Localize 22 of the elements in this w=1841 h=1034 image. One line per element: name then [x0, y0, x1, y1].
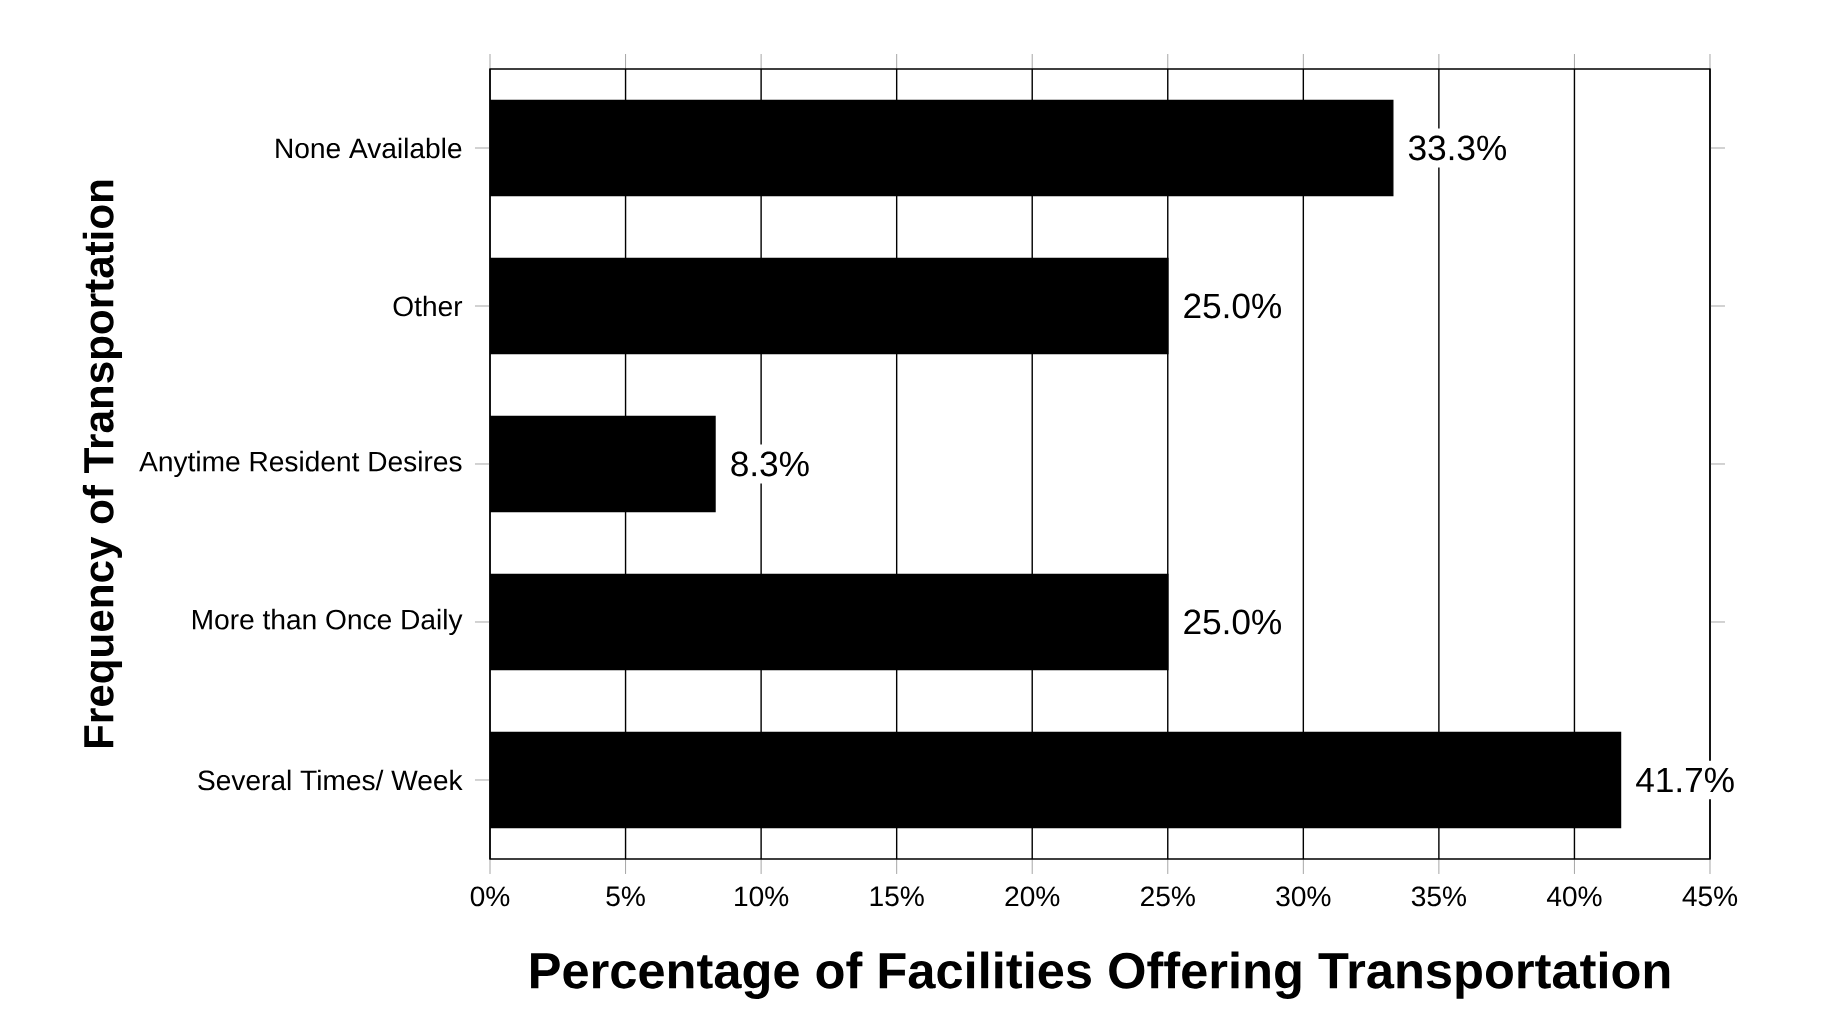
- y-tick-label: Anytime Resident Desires: [139, 450, 462, 478]
- y-tick-label: Other: [393, 295, 463, 317]
- data-label: 41.7%: [1636, 767, 1734, 793]
- x-tick-label: 45%: [1682, 886, 1738, 907]
- y-tick-label: More than Once Daily: [192, 608, 463, 636]
- x-tick-label: 20%: [1005, 886, 1060, 907]
- y-axis-title: Frequency of Transportation: [82, 180, 123, 748]
- x-tick-label: 10%: [735, 886, 789, 907]
- x-tick-label: 25%: [1141, 886, 1195, 907]
- x-tick-label: 15%: [870, 886, 924, 907]
- x-axis-title: Percentage of Facilities Offering Transportation: [531, 951, 1670, 999]
- data-label: 33.3%: [1408, 135, 1506, 161]
- data-label: 25.0%: [1184, 609, 1281, 635]
- x-tick-label: 40%: [1546, 886, 1602, 907]
- data-label: 25.0%: [1184, 293, 1281, 319]
- x-tick-label: 0%: [470, 886, 510, 907]
- y-tick-label: None Available: [276, 137, 462, 159]
- x-tick-label: 30%: [1276, 886, 1331, 907]
- x-tick-label: 5%: [606, 886, 645, 907]
- y-tick-label: Several Times/ Week: [198, 769, 463, 791]
- x-tick-label: 35%: [1411, 886, 1466, 907]
- data-label: 8.3%: [731, 451, 809, 477]
